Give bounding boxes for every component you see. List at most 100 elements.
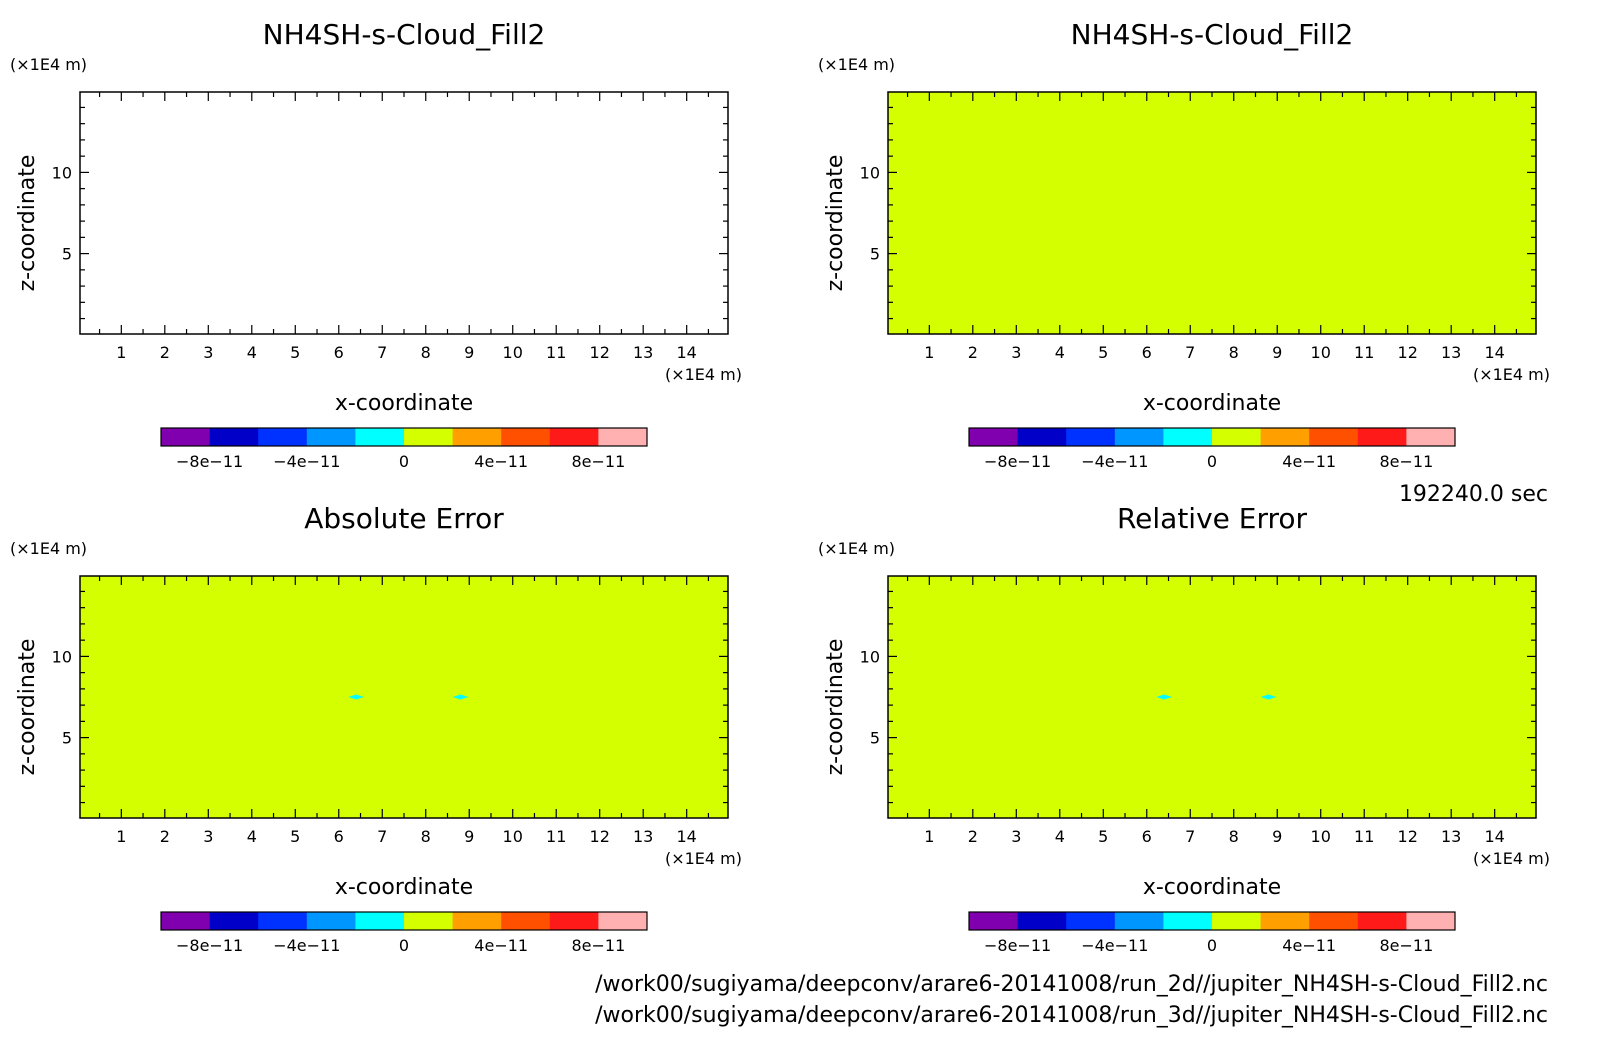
colorbar-tick-label: −8e−11 bbox=[176, 936, 243, 955]
colorbar-swatch bbox=[1163, 428, 1213, 446]
y-tick-label: 5 bbox=[870, 245, 880, 264]
colorbar-tick-label: −8e−11 bbox=[984, 936, 1051, 955]
colorbar-swatch bbox=[258, 912, 308, 930]
x-tick-label: 13 bbox=[1441, 827, 1461, 846]
anomaly-mark bbox=[452, 694, 469, 700]
x-tick-label: 9 bbox=[464, 343, 474, 362]
colorbar-tick-label: −4e−11 bbox=[273, 452, 340, 471]
y-tick-label: 10 bbox=[860, 163, 880, 182]
panel-title: Relative Error bbox=[1117, 502, 1308, 535]
colorbar-frame bbox=[968, 911, 1456, 931]
colorbar-swatch bbox=[969, 428, 1019, 446]
field-fill bbox=[888, 92, 1536, 334]
colorbar-swatch bbox=[452, 912, 502, 930]
time-label: 192240.0 sec bbox=[1399, 482, 1548, 507]
x-tick-label: 7 bbox=[377, 343, 387, 362]
x-tick-label: 7 bbox=[1185, 343, 1195, 362]
x-tick-label: 10 bbox=[503, 343, 523, 362]
colorbar-swatch bbox=[1357, 912, 1407, 930]
x-tick-label: 4 bbox=[1055, 827, 1065, 846]
y-axis-label: z-coordinate bbox=[15, 639, 40, 776]
colorbar-tick-label: 0 bbox=[399, 936, 409, 955]
x-tick-label: 10 bbox=[503, 827, 523, 846]
panel-title: NH4SH-s-Cloud_Fill2 bbox=[263, 18, 546, 51]
colorbar-swatch bbox=[598, 912, 648, 930]
colorbar-swatch bbox=[355, 428, 405, 446]
x-tick-label: 1 bbox=[924, 827, 934, 846]
x-tick-label: 11 bbox=[546, 343, 566, 362]
anomaly-mark bbox=[1260, 694, 1277, 700]
x-tick-label: 6 bbox=[334, 827, 344, 846]
x-tick-label: 11 bbox=[546, 827, 566, 846]
x-tick-label: 4 bbox=[247, 343, 257, 362]
colorbar-swatch bbox=[501, 912, 551, 930]
panel-2: NH4SH-s-Cloud_Fill2(×1E4 m)1 2 3 4 5 6 7 8 9 10 11… bbox=[818, 18, 1550, 471]
x-tick-label: 3 bbox=[1011, 827, 1021, 846]
x-tick-label: 12 bbox=[1398, 343, 1418, 362]
y-unit-label: (×1E4 m) bbox=[818, 539, 895, 558]
colorbar-swatch bbox=[598, 428, 648, 446]
x-tick-label: 8 bbox=[1229, 343, 1239, 362]
x-tick-label: 4 bbox=[1055, 343, 1065, 362]
x-tick-label: 8 bbox=[421, 343, 431, 362]
x-unit-label: (×1E4 m) bbox=[665, 849, 742, 868]
colorbar-tick-label: −8e−11 bbox=[176, 452, 243, 471]
colorbar-tick-label: 8e−11 bbox=[572, 452, 626, 471]
colorbar: −8e−11 −4e−11 0 4e−11 8e−11 bbox=[160, 427, 648, 471]
colorbar-swatch bbox=[404, 428, 454, 446]
x-tick-label: 14 bbox=[677, 343, 697, 362]
colorbar-tick-label: 8e−11 bbox=[1380, 452, 1434, 471]
panel-3: Absolute Error(×1E4 m)1 2 3 4 5 6 7 8 9 10 11 12 13 1… bbox=[10, 502, 742, 955]
x-tick-label: 8 bbox=[1229, 827, 1239, 846]
y-unit-label: (×1E4 m) bbox=[10, 539, 87, 558]
x-tick-label: 14 bbox=[1485, 343, 1505, 362]
y-unit-label: (×1E4 m) bbox=[818, 55, 895, 74]
x-tick-label: 2 bbox=[160, 343, 170, 362]
colorbar: −8e−11 −4e−11 0 4e−11 8e−11 bbox=[160, 911, 648, 955]
panels: NH4SH-s-Cloud_Fill2(×1E4 m)1 2 3 4 5 6 7 8 9 10 11… bbox=[10, 18, 1550, 955]
colorbar-swatch bbox=[1017, 912, 1067, 930]
x-tick-label: 10 bbox=[1311, 343, 1331, 362]
x-tick-label: 10 bbox=[1311, 827, 1331, 846]
colorbar-swatch bbox=[1114, 428, 1164, 446]
field-fill bbox=[888, 576, 1536, 818]
colorbar: −8e−11 −4e−11 0 4e−11 8e−11 bbox=[968, 427, 1456, 471]
colorbar-swatch bbox=[161, 912, 211, 930]
y-tick-label: 10 bbox=[52, 647, 72, 666]
colorbar-swatch bbox=[1406, 428, 1456, 446]
colorbar-swatch bbox=[969, 912, 1019, 930]
y-tick-label: 5 bbox=[870, 729, 880, 748]
colorbar-swatch bbox=[258, 428, 308, 446]
colorbar-swatch bbox=[549, 912, 599, 930]
x-tick-label: 1 bbox=[116, 827, 126, 846]
x-tick-label: 9 bbox=[1272, 343, 1282, 362]
anomaly-mark bbox=[348, 694, 365, 700]
colorbar-swatch bbox=[306, 912, 356, 930]
colorbar-swatch bbox=[161, 428, 211, 446]
x-axis-label: x-coordinate bbox=[1143, 391, 1281, 416]
y-axis-label: z-coordinate bbox=[823, 155, 848, 292]
panel-title: NH4SH-s-Cloud_Fill2 bbox=[1071, 18, 1354, 51]
colorbar-tick-label: −4e−11 bbox=[273, 936, 340, 955]
colorbar-swatch bbox=[452, 428, 502, 446]
x-tick-label: 5 bbox=[290, 343, 300, 362]
x-unit-label: (×1E4 m) bbox=[1473, 849, 1550, 868]
colorbar-swatch bbox=[404, 912, 454, 930]
x-tick-label: 3 bbox=[203, 343, 213, 362]
colorbar-swatch bbox=[209, 428, 259, 446]
field-fill bbox=[80, 576, 728, 818]
x-tick-label: 14 bbox=[1485, 827, 1505, 846]
colorbar-swatch bbox=[549, 428, 599, 446]
x-tick-label: 12 bbox=[590, 343, 610, 362]
colorbar-tick-label: 4e−11 bbox=[474, 452, 528, 471]
x-tick-label: 1 bbox=[116, 343, 126, 362]
colorbar-swatch bbox=[1066, 428, 1116, 446]
colorbar-tick-label: 8e−11 bbox=[572, 936, 626, 955]
x-unit-label: (×1E4 m) bbox=[1473, 365, 1550, 384]
panel-1: NH4SH-s-Cloud_Fill2(×1E4 m)1 2 3 4 5 6 7 8 9 10 11… bbox=[10, 18, 742, 471]
x-tick-label: 9 bbox=[464, 827, 474, 846]
x-tick-label: 5 bbox=[1098, 343, 1108, 362]
x-tick-label: 13 bbox=[633, 343, 653, 362]
field-fill bbox=[80, 92, 728, 334]
colorbar-tick-label: 0 bbox=[1207, 936, 1217, 955]
